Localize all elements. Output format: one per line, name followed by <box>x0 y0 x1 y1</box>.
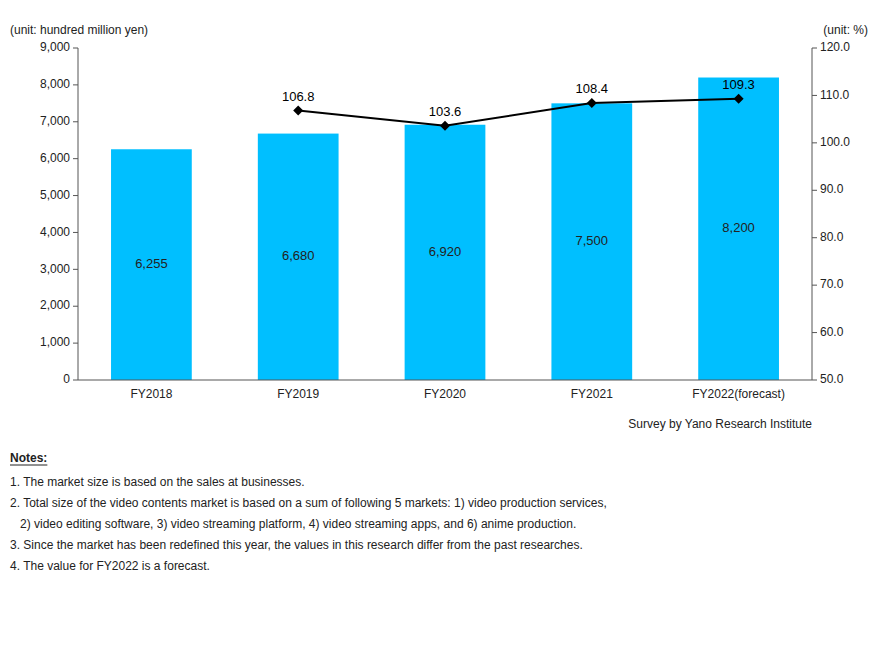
x-tick-label: FY2020 <box>424 387 466 401</box>
y-tick-label: 8,000 <box>40 77 70 91</box>
y-axis-label: (unit: hundred million yen) <box>10 23 148 37</box>
y-tick-label: 3,000 <box>40 262 70 276</box>
bar <box>698 78 779 380</box>
x-tick-label: FY2019 <box>277 387 319 401</box>
y-tick <box>73 343 78 344</box>
line-label: 106.8 <box>282 89 315 104</box>
line-label: 103.6 <box>429 104 462 119</box>
x-tick-label: FY2022(forecast) <box>692 387 785 401</box>
y-tick <box>73 306 78 307</box>
note: 4. The value for FY2022 is a forecast. <box>10 559 210 573</box>
y-tick-label: 5,000 <box>40 188 70 202</box>
bar <box>111 149 192 380</box>
source: Survey by Yano Research Institute <box>628 417 812 431</box>
bar <box>551 103 632 380</box>
y-tick <box>73 232 78 233</box>
y2-tick <box>812 237 817 238</box>
y2-tick <box>812 142 817 143</box>
bar-label: 7,500 <box>576 233 609 248</box>
y2-tick-label: 70.0 <box>820 277 844 291</box>
y2-axis-label: (unit: %) <box>823 23 868 37</box>
x-tick-label: FY2018 <box>130 387 172 401</box>
y2-tick <box>812 332 817 333</box>
bar-label: 8,200 <box>722 220 755 235</box>
line <box>298 99 738 126</box>
bar-label: 6,920 <box>429 244 462 259</box>
line-label: 108.4 <box>576 81 609 96</box>
marker <box>440 121 450 131</box>
note: 1. The market size is based on the sales… <box>10 475 305 489</box>
y2-tick-label: 80.0 <box>820 230 844 244</box>
y-tick-label: 4,000 <box>40 225 70 239</box>
marks <box>111 78 779 380</box>
y-tick <box>73 121 78 122</box>
marker <box>587 98 597 108</box>
axes: 0 1,000 2,000 3,000 4,000 5,000 6,000 7,000 8,00… <box>40 40 850 401</box>
note: 2. Total size of the video contents mark… <box>10 496 607 510</box>
y2-tick <box>812 190 817 191</box>
bar <box>405 125 486 380</box>
marker <box>734 94 744 104</box>
y-tick <box>73 48 78 49</box>
y-tick-label: 2,000 <box>40 298 70 312</box>
y-tick <box>73 195 78 196</box>
y-tick-label: 9,000 <box>40 40 70 54</box>
y-tick <box>73 158 78 159</box>
notes-underline <box>10 465 47 466</box>
y-tick-label: 7,000 <box>40 114 70 128</box>
y2-tick <box>812 95 817 96</box>
x-axis-line <box>78 380 812 381</box>
y-tick <box>73 269 78 270</box>
y2-tick-label: 50.0 <box>820 372 844 386</box>
background <box>0 0 880 647</box>
chart: 6,255 6,680 6,920 7,500 8,200 106.8 103.6 108.4… <box>0 0 880 647</box>
y2-tick-label: 60.0 <box>820 325 844 339</box>
y-tick-label: 6,000 <box>40 151 70 165</box>
y-axis-line <box>78 48 79 380</box>
bar-label: 6,255 <box>135 256 168 271</box>
bar <box>258 134 339 380</box>
y-tick <box>73 380 78 381</box>
bar-label: 6,680 <box>282 248 315 263</box>
y2-tick-label: 110.0 <box>820 88 849 102</box>
marker <box>293 106 303 116</box>
x-tick-label: FY2021 <box>571 387 613 401</box>
y2-tick <box>812 285 817 286</box>
y2-tick <box>812 380 817 381</box>
y-tick <box>73 84 78 85</box>
notes-title: Notes: <box>10 451 47 465</box>
y-tick-label: 0 <box>63 372 70 386</box>
y-tick-label: 1,000 <box>40 335 70 349</box>
y2-tick-label: 100.0 <box>820 135 850 149</box>
y2-axis-line <box>812 48 813 380</box>
y2-tick-label: 120.0 <box>820 40 850 54</box>
note: 3. Since the market has been redefined t… <box>10 538 583 552</box>
y2-tick <box>812 48 817 49</box>
data-labels: 6,255 6,680 6,920 7,500 8,200 106.8 103.6 108.4… <box>135 77 755 271</box>
line-label: 109.3 <box>722 77 755 92</box>
y2-tick-label: 90.0 <box>820 182 844 196</box>
notes: Notes: 1. The market size is based on the… <box>10 451 607 573</box>
note: 2) video editing software, 3) video stre… <box>10 517 576 531</box>
